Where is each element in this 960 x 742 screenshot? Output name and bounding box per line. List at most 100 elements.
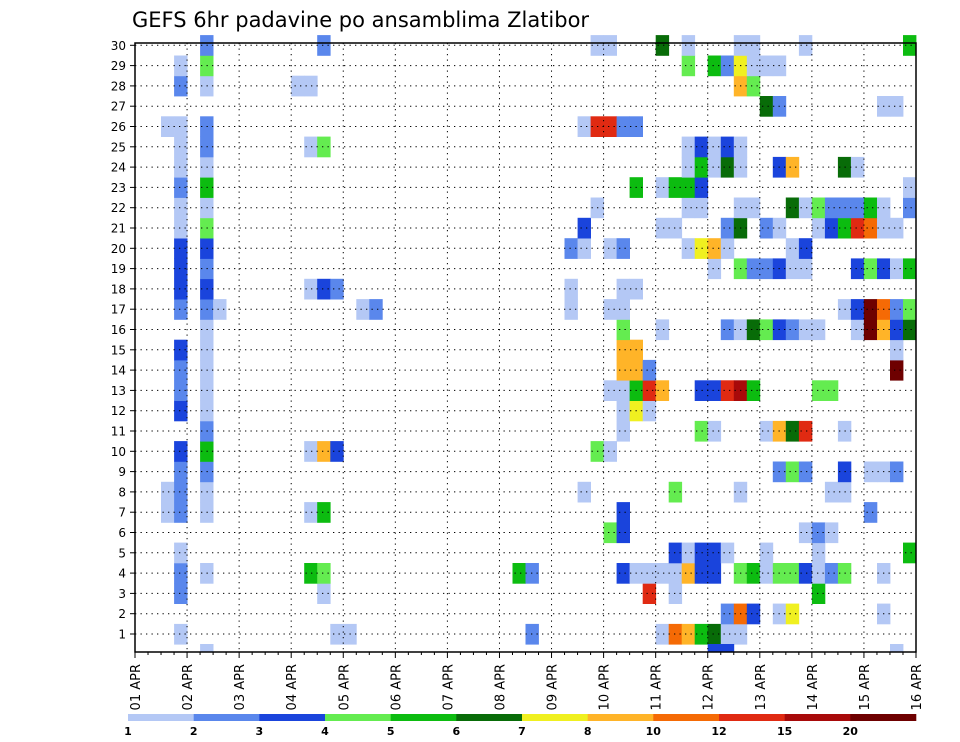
heatmap-cell — [824, 197, 839, 219]
heatmap-cell — [903, 319, 917, 341]
heatmap-cell — [746, 55, 761, 77]
heatmap-cell — [759, 563, 774, 584]
heatmap-cell — [890, 217, 904, 239]
heatmap-cell — [746, 258, 761, 280]
heatmap-cell — [890, 319, 904, 341]
heatmap-cell — [330, 441, 344, 462]
y-tick-label: 9 — [118, 465, 126, 479]
y-tick-label: 24 — [111, 161, 126, 175]
heatmap-cell — [668, 563, 683, 584]
heatmap-cell — [720, 603, 735, 625]
heatmap-cell — [707, 563, 722, 584]
heatmap-cell — [161, 116, 175, 137]
heatmap-cell — [174, 156, 188, 178]
y-tick-label: 3 — [118, 587, 126, 601]
x-tick-label: 09 APR — [546, 664, 561, 710]
heatmap-cell — [759, 420, 774, 442]
x-tick-label: 11 APR — [650, 664, 665, 710]
heatmap-cell — [694, 177, 709, 198]
heatmap-cell — [890, 96, 904, 117]
heatmap-cell — [174, 339, 188, 361]
heatmap-cell — [720, 644, 735, 652]
heatmap-cell — [174, 136, 188, 158]
heatmap-cell — [174, 299, 188, 320]
y-tick-label: 11 — [111, 425, 126, 439]
heatmap-cell — [694, 420, 709, 442]
heatmap-cell — [174, 380, 188, 401]
heatmap-cell — [668, 481, 683, 503]
heatmap-cell — [863, 319, 878, 341]
heatmap-cell — [798, 197, 813, 219]
heatmap-cell — [785, 563, 800, 584]
heatmap-cell — [616, 319, 630, 341]
heatmap-cell — [174, 177, 188, 198]
heatmap-cell — [785, 197, 800, 219]
heatmap-cell — [681, 197, 696, 219]
heatmap-cell — [200, 644, 214, 652]
y-tick-label: 26 — [111, 120, 126, 134]
legend-swatch — [390, 714, 457, 721]
y-tick-label: 12 — [111, 404, 126, 418]
heatmap-cell — [746, 197, 761, 219]
legend-label: 1 — [124, 725, 132, 738]
y-tick-label: 21 — [111, 222, 126, 236]
x-tick-label: 04 APR — [285, 664, 300, 710]
heatmap-cell — [174, 400, 188, 422]
y-tick-label: 16 — [111, 323, 126, 337]
heatmap-cell — [694, 136, 709, 158]
heatmap-cell — [681, 177, 696, 198]
heatmap-cell — [759, 258, 774, 280]
heatmap-cell — [512, 563, 526, 584]
heatmap-cell — [642, 400, 657, 422]
legend-label: 6 — [452, 725, 460, 738]
x-tick-label: 16 APR — [910, 664, 925, 710]
heatmap-cell — [681, 623, 696, 645]
heatmap-cell — [603, 441, 617, 462]
heatmap-cell — [890, 359, 904, 381]
heatmap-cell — [824, 481, 839, 503]
heatmap-cell — [603, 35, 617, 56]
heatmap-cell — [811, 522, 826, 544]
heatmap-cell — [694, 623, 709, 645]
y-tick-label: 18 — [111, 282, 126, 296]
heatmap-cell — [616, 563, 630, 584]
y-tick-label: 20 — [111, 242, 126, 256]
heatmap-cell — [655, 217, 670, 239]
y-tick-label: 5 — [118, 546, 126, 560]
legend-swatch — [784, 714, 851, 721]
legend-label: 8 — [584, 725, 592, 738]
legend-swatch — [456, 714, 523, 721]
heatmap-cell — [811, 380, 826, 401]
heatmap-cell — [798, 238, 813, 259]
heatmap-cell — [824, 217, 839, 239]
heatmap-cell — [694, 380, 709, 401]
heatmap-cell — [785, 156, 800, 178]
legend-swatch — [193, 714, 260, 721]
heatmap-cell — [213, 299, 227, 320]
heatmap-cell — [746, 75, 761, 97]
heatmap-cell — [746, 563, 761, 584]
legend-label: 3 — [255, 725, 263, 738]
heatmap-cell — [720, 623, 735, 645]
heatmap-cell — [824, 522, 839, 544]
y-tick-label: 19 — [111, 262, 126, 276]
heatmap-cell — [291, 75, 305, 97]
y-tick-label: 10 — [111, 445, 126, 459]
heatmap-cell — [616, 299, 630, 320]
heatmap-cell — [304, 136, 318, 158]
heatmap-cell — [681, 238, 696, 259]
heatmap-cell — [720, 136, 735, 158]
heatmap-cell — [707, 380, 722, 401]
heatmap-cell — [668, 177, 683, 198]
heatmap-cell — [798, 461, 813, 483]
heatmap-cell — [655, 563, 670, 584]
legend-label: 7 — [518, 725, 526, 738]
heatmap-cell — [863, 217, 878, 239]
heatmap-cell — [811, 197, 826, 219]
legend-swatch — [522, 714, 588, 721]
heatmap-cell — [850, 156, 865, 178]
heatmap-cell — [798, 35, 813, 56]
y-tick-label: 25 — [111, 140, 126, 154]
heatmap-cell — [707, 542, 722, 564]
heatmap-cell — [616, 522, 630, 544]
